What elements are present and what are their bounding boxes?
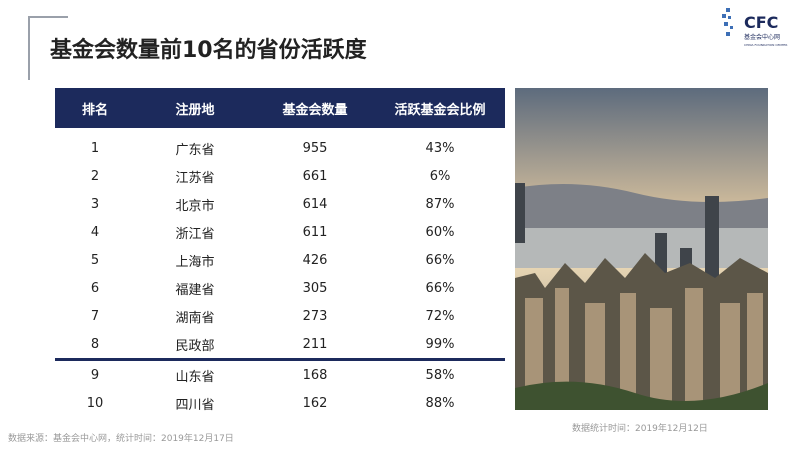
table-cell: 广东省 xyxy=(175,142,215,158)
table-cell: 8 xyxy=(90,336,100,352)
logo-name: 基金会中心网 xyxy=(744,33,780,41)
table-cell: 民政部 xyxy=(175,338,215,354)
table-row: 2 江苏省 661 6% xyxy=(55,162,505,190)
table-row: 3 北京市 614 87% xyxy=(55,190,505,218)
column-header: 排名 xyxy=(81,102,108,118)
table-cell: 北京市 xyxy=(175,198,215,214)
table-cell: 浙江省 xyxy=(175,226,215,242)
table-cell: 6 xyxy=(90,280,100,296)
table-row: 6 福建省 305 66% xyxy=(55,274,505,302)
source-note: 数据来源：基金会中心网，统计时间：2019年12月17日 xyxy=(8,434,234,444)
table-row: 9 山东省 168 58% xyxy=(55,361,505,389)
table-cell: 58% xyxy=(425,367,455,383)
table-cell: 7 xyxy=(90,308,100,324)
table-cell: 山东省 xyxy=(175,369,215,385)
table-cell: 江苏省 xyxy=(175,170,215,186)
column-header: 活跃基金会比例 xyxy=(394,102,486,118)
table-cell: 3 xyxy=(90,196,100,212)
logo-subtitle: CHINA FOUNDATION CENTER xyxy=(744,43,787,47)
table-cell: 162 xyxy=(302,395,328,411)
table-cell: 168 xyxy=(302,367,328,383)
column-header: 注册地 xyxy=(175,102,215,118)
table-cell: 99% xyxy=(425,336,455,352)
table-cell: 426 xyxy=(302,252,328,268)
table-cell: 66% xyxy=(425,280,455,296)
table-cell: 9 xyxy=(90,367,100,383)
image-caption: 数据统计时间：2019年12月12日 xyxy=(572,424,708,434)
frame-line xyxy=(28,16,30,80)
table-cell: 611 xyxy=(302,224,328,240)
logo: CFC 基金会中心网 CHINA FOUNDATION CENTER xyxy=(722,8,787,47)
table-cell: 661 xyxy=(302,168,328,184)
table-cell: 614 xyxy=(302,196,328,212)
slide-title: 基金会数量前10名的省份活跃度 xyxy=(50,38,367,63)
table-cell: 10 xyxy=(86,395,104,411)
table-header: 排名 注册地 基金会数量 活跃基金会比例 xyxy=(55,88,505,128)
table-cell: 福建省 xyxy=(175,282,215,298)
table-cell: 211 xyxy=(302,336,328,352)
table-cell: 87% xyxy=(425,196,455,212)
table-row: 8 民政部 211 99% xyxy=(55,330,505,361)
table-cell: 1 xyxy=(90,140,100,156)
table-cell: 955 xyxy=(302,140,328,156)
table-row: 7 湖南省 273 72% xyxy=(55,302,505,330)
table-row: 10 四川省 162 88% xyxy=(55,389,505,417)
column-header: 基金会数量 xyxy=(282,102,348,118)
table-cell: 5 xyxy=(90,252,100,268)
logo-mark: CFC xyxy=(744,13,778,32)
table-cell: 四川省 xyxy=(175,397,215,413)
table-cell: 273 xyxy=(302,308,328,324)
table-cell: 66% xyxy=(425,252,455,268)
table-cell: 湖南省 xyxy=(175,310,215,326)
table: 排名 注册地 基金会数量 活跃基金会比例 1 广东省 955 43% 2 江苏省 661 6% 3 北京市… xyxy=(55,88,505,417)
frame-line xyxy=(28,16,68,18)
table-cell: 88% xyxy=(425,395,455,411)
table-cell: 72% xyxy=(425,308,455,324)
table-cell: 上海市 xyxy=(175,254,215,270)
table-cell: 60% xyxy=(425,224,455,240)
table-row: 5 上海市 426 66% xyxy=(55,246,505,274)
city-photo xyxy=(515,88,768,410)
table-cell: 6% xyxy=(429,168,451,184)
table-row: 1 广东省 955 43% xyxy=(55,134,505,162)
table-row: 4 浙江省 611 60% xyxy=(55,218,505,246)
table-cell: 305 xyxy=(302,280,328,296)
table-cell: 2 xyxy=(90,168,100,184)
table-cell: 43% xyxy=(425,140,455,156)
table-cell: 4 xyxy=(90,224,100,240)
